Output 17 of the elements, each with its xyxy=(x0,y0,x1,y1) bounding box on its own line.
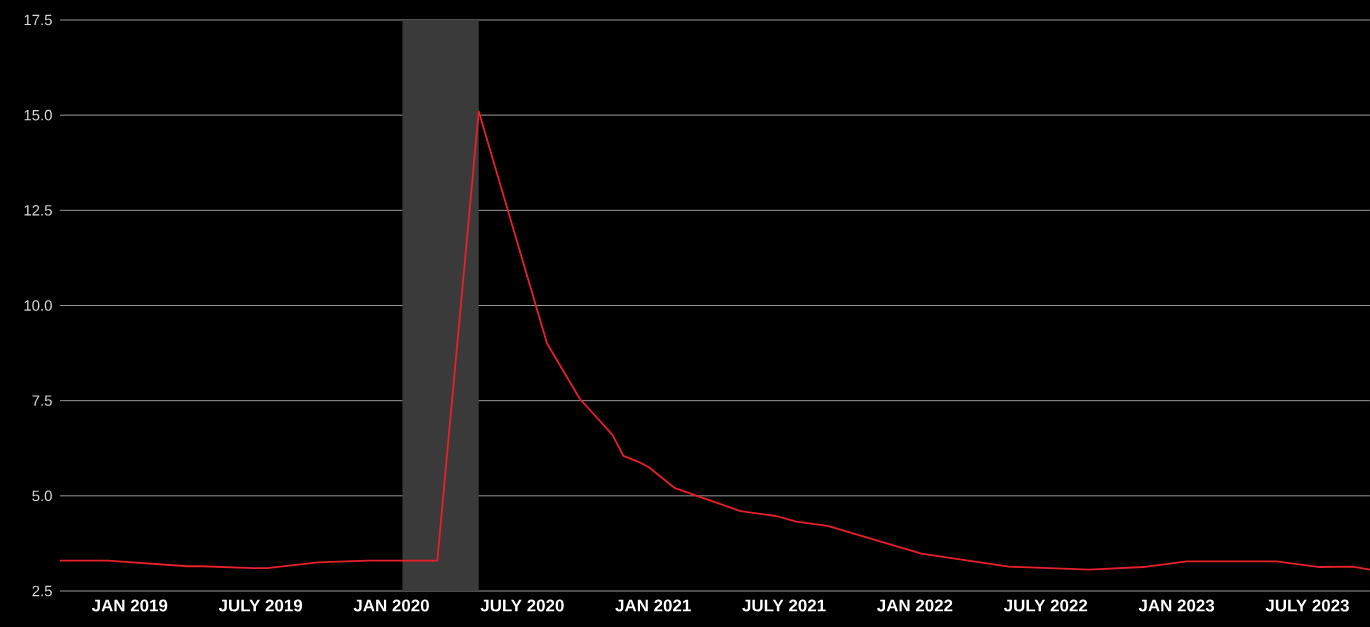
y-tick-label: 12.5 xyxy=(24,205,52,216)
y-tick-label: 2.5 xyxy=(32,585,52,597)
x-tick-label: JAN 2019 xyxy=(91,599,168,612)
y-tick-label: 10.0 xyxy=(24,300,52,311)
x-tick-label: JULY 2023 xyxy=(1265,599,1349,612)
x-tick-label: JULY 2022 xyxy=(1003,599,1088,612)
x-tick-label: JULY 2019 xyxy=(218,599,303,612)
x-tick-label: JAN 2020 xyxy=(353,599,429,612)
y-tick-label: 15.0 xyxy=(24,109,52,121)
x-tick-label: JULY 2021 xyxy=(742,599,826,612)
x-tick-label: JAN 2021 xyxy=(615,599,691,612)
x-tick-label: JAN 2022 xyxy=(877,599,953,612)
y-tick-label: 7.5 xyxy=(32,395,52,406)
y-tick-label: 17.5 xyxy=(24,14,52,26)
x-tick-label: JULY 2020 xyxy=(480,599,564,612)
y-tick-label: 5.0 xyxy=(32,490,52,502)
x-tick-label: JAN 2023 xyxy=(1138,599,1215,612)
